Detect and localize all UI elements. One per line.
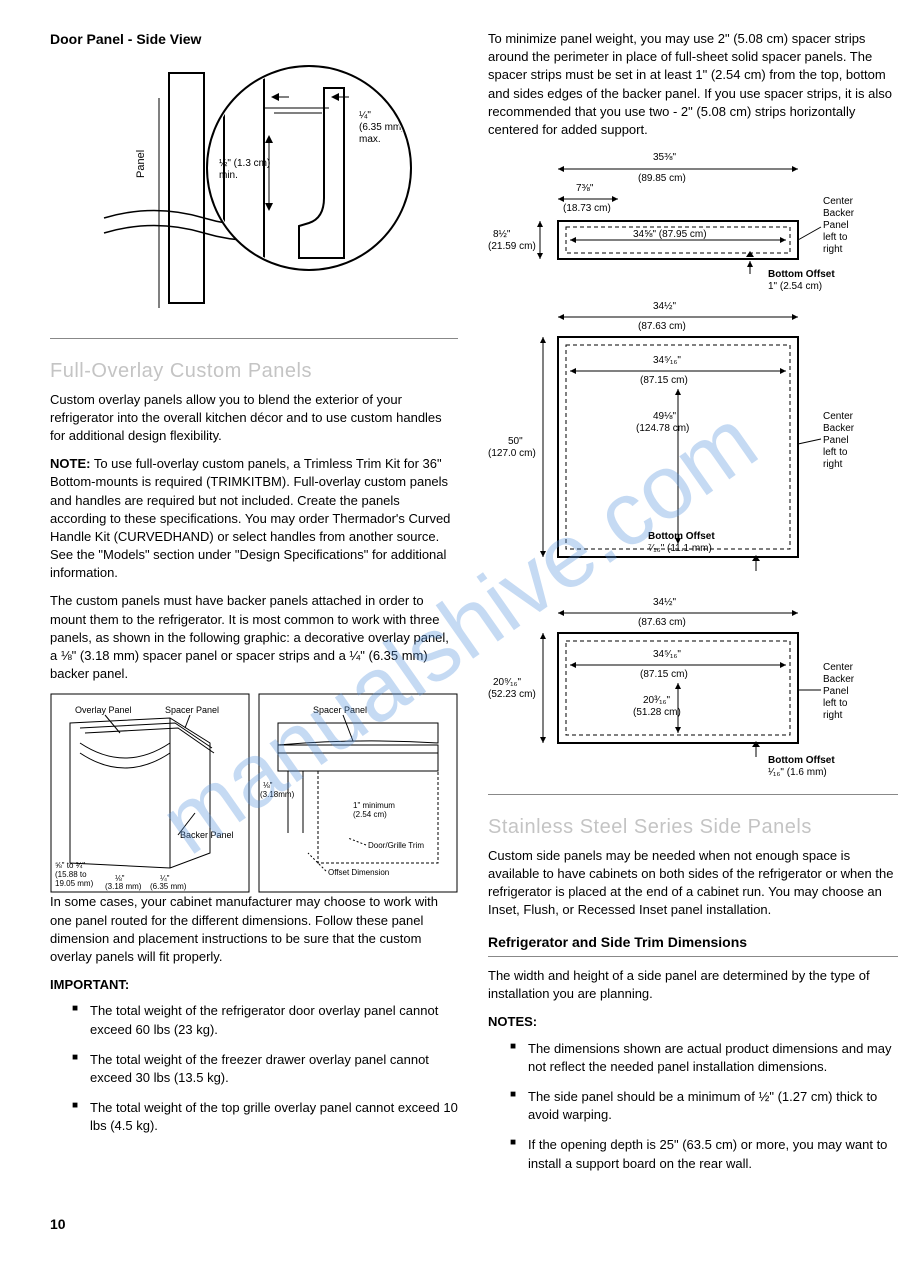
- svg-text:(52.23 cm): (52.23 cm): [488, 689, 536, 700]
- svg-text:34⁵⁄₁₆": 34⁵⁄₁₆": [653, 355, 681, 366]
- svg-text:Overlay Panel: Overlay Panel: [75, 705, 132, 715]
- svg-text:20⁹⁄₁₆": 20⁹⁄₁₆": [493, 677, 521, 688]
- list-item: The side panel should be a minimum of ½"…: [510, 1088, 898, 1124]
- list-item: If the opening depth is 25" (63.5 cm) or…: [510, 1136, 898, 1172]
- svg-text:¼": ¼": [359, 109, 371, 121]
- svg-text:left to: left to: [823, 447, 848, 458]
- assembly-diagram-row: Overlay Panel Spacer Panel Backer Panel …: [50, 693, 458, 893]
- svg-text:Backer Panel: Backer Panel: [180, 830, 234, 840]
- svg-text:Panel: Panel: [823, 220, 849, 231]
- left-column: Door Panel - Side View Panel ¼" (6.35 mm…: [50, 30, 458, 1185]
- svg-text:34⅝" (87.95 cm): 34⅝" (87.95 cm): [633, 229, 707, 240]
- svg-text:Center: Center: [823, 196, 854, 207]
- svg-text:Bottom Offset: Bottom Offset: [768, 755, 835, 766]
- svg-text:right: right: [823, 244, 843, 255]
- overlay-note-para: NOTE: To use full-overlay custom panels,…: [50, 455, 458, 582]
- page-number: 10: [50, 1215, 868, 1235]
- svg-text:(87.15 cm): (87.15 cm): [640, 375, 688, 386]
- list-item: The dimensions shown are actual product …: [510, 1040, 898, 1076]
- spacer-strips-para: To minimize panel weight, you may use 2"…: [488, 30, 898, 139]
- note-label: NOTE:: [50, 456, 90, 471]
- top-panel-diagram: 35⅜" (89.85 cm) 7⅜" (18.73 cm) 8½" (21.5…: [488, 149, 898, 294]
- trim-dimensions-subheading: Refrigerator and Side Trim Dimensions: [488, 933, 898, 957]
- svg-text:50": 50": [508, 436, 523, 447]
- svg-text:1" minimum: 1" minimum: [353, 801, 395, 810]
- svg-text:(3.18mm): (3.18mm): [260, 790, 295, 799]
- notes-label: NOTES:: [488, 1013, 898, 1031]
- svg-text:20³⁄₁₆": 20³⁄₁₆": [643, 695, 671, 706]
- door-panel-side-view-diagram: Panel ¼" (6.35 mm) max. ½" (1.3 cm) min.: [74, 58, 434, 328]
- svg-text:(87.63 cm): (87.63 cm): [638, 617, 686, 628]
- svg-text:(51.28 cm): (51.28 cm): [633, 707, 681, 718]
- important-label: IMPORTANT:: [50, 976, 458, 994]
- svg-text:(15.88 to: (15.88 to: [55, 870, 87, 879]
- svg-text:(127.0 cm): (127.0 cm): [488, 448, 536, 459]
- svg-text:(21.59 cm): (21.59 cm): [488, 241, 536, 252]
- note-body: To use full-overlay custom panels, a Tri…: [50, 456, 450, 580]
- svg-text:8½": 8½": [493, 229, 511, 240]
- svg-text:19.05 mm): 19.05 mm): [55, 879, 94, 888]
- list-item: The total weight of the freezer drawer o…: [72, 1051, 458, 1087]
- svg-text:left to: left to: [823, 698, 848, 709]
- svg-text:⅝" to ¾": ⅝" to ¾": [55, 861, 85, 870]
- svg-text:Door/Grille Trim: Door/Grille Trim: [368, 841, 424, 850]
- svg-text:right: right: [823, 459, 843, 470]
- svg-text:(2.54 cm): (2.54 cm): [353, 810, 387, 819]
- cabinet-mfr-para: In some cases, your cabinet manufacturer…: [50, 893, 458, 966]
- svg-text:34⁵⁄₁₆": 34⁵⁄₁₆": [653, 649, 681, 660]
- svg-text:Backer: Backer: [823, 208, 855, 219]
- full-overlay-heading: Full-Overlay Custom Panels: [50, 357, 458, 385]
- svg-text:1" (2.54 cm): 1" (2.54 cm): [768, 281, 822, 292]
- right-column: To minimize panel weight, you may use 2"…: [488, 30, 898, 1185]
- svg-text:right: right: [823, 710, 843, 721]
- svg-text:max.: max.: [359, 134, 381, 145]
- svg-text:Panel: Panel: [823, 435, 849, 446]
- backer-panel-para: The custom panels must have backer panel…: [50, 592, 458, 683]
- svg-text:7⅜": 7⅜": [576, 183, 594, 194]
- svg-text:½" (1.3 cm): ½" (1.3 cm): [219, 158, 270, 169]
- svg-text:Center: Center: [823, 411, 854, 422]
- door-panel-title: Door Panel - Side View: [50, 30, 458, 50]
- weight-limits-list: The total weight of the refrigerator doo…: [72, 1002, 458, 1135]
- assembly-left-diagram: Overlay Panel Spacer Panel Backer Panel …: [50, 693, 250, 893]
- svg-text:Backer: Backer: [823, 423, 855, 434]
- notes-list: The dimensions shown are actual product …: [510, 1040, 898, 1173]
- svg-text:Bottom Offset: Bottom Offset: [768, 269, 835, 280]
- svg-text:(18.73 cm): (18.73 cm): [563, 203, 611, 214]
- svg-text:(6.35 mm): (6.35 mm): [150, 882, 187, 891]
- svg-text:Offset Dimension: Offset Dimension: [328, 868, 389, 877]
- svg-text:Panel: Panel: [823, 686, 849, 697]
- svg-text:34½": 34½": [653, 301, 676, 312]
- svg-text:(89.85 cm): (89.85 cm): [638, 173, 686, 184]
- svg-text:(3.18 mm): (3.18 mm): [105, 882, 142, 891]
- svg-text:49⅛": 49⅛": [653, 411, 676, 422]
- bot-panel-diagram: 34½" (87.63 cm) 34⁵⁄₁₆" (87.15 cm) 20³⁄₁…: [488, 595, 898, 785]
- svg-text:⁷⁄₁₆" (11.1 mm): ⁷⁄₁₆" (11.1 mm): [648, 543, 712, 554]
- svg-text:34½": 34½": [653, 597, 676, 608]
- list-item: The total weight of the refrigerator doo…: [72, 1002, 458, 1038]
- svg-text:Spacer Panel: Spacer Panel: [313, 705, 367, 715]
- side-panel-width-height-para: The width and height of a side panel are…: [488, 967, 898, 1003]
- svg-text:left to: left to: [823, 232, 848, 243]
- svg-text:Center: Center: [823, 662, 854, 673]
- svg-text:Bottom Offset: Bottom Offset: [648, 531, 715, 542]
- svg-text:(87.15 cm): (87.15 cm): [640, 669, 688, 680]
- svg-text:min.: min.: [219, 170, 238, 181]
- svg-text:35⅜": 35⅜": [653, 152, 676, 163]
- list-item: The total weight of the top grille overl…: [72, 1099, 458, 1135]
- stainless-heading: Stainless Steel Series Side Panels: [488, 813, 898, 841]
- svg-text:(6.35 mm): (6.35 mm): [359, 122, 405, 133]
- svg-text:Spacer Panel: Spacer Panel: [165, 705, 219, 715]
- svg-text:(87.63 cm): (87.63 cm): [638, 321, 686, 332]
- mid-panel-diagram: 34½" (87.63 cm) 34⁵⁄₁₆" (87.15 cm) 49⅛" …: [488, 299, 898, 589]
- svg-text:¹⁄₁₆" (1.6 mm): ¹⁄₁₆" (1.6 mm): [768, 767, 827, 778]
- svg-text:Backer: Backer: [823, 674, 855, 685]
- overlay-intro-para: Custom overlay panels allow you to blend…: [50, 391, 458, 446]
- svg-text:⅛": ⅛": [263, 781, 273, 790]
- side-panels-intro: Custom side panels may be needed when no…: [488, 847, 898, 920]
- svg-text:Panel: Panel: [135, 149, 147, 177]
- assembly-right-diagram: Spacer Panel ⅛" (3.18mm) 1" minimum (2.5…: [258, 693, 458, 893]
- svg-text:(124.78 cm): (124.78 cm): [636, 423, 689, 434]
